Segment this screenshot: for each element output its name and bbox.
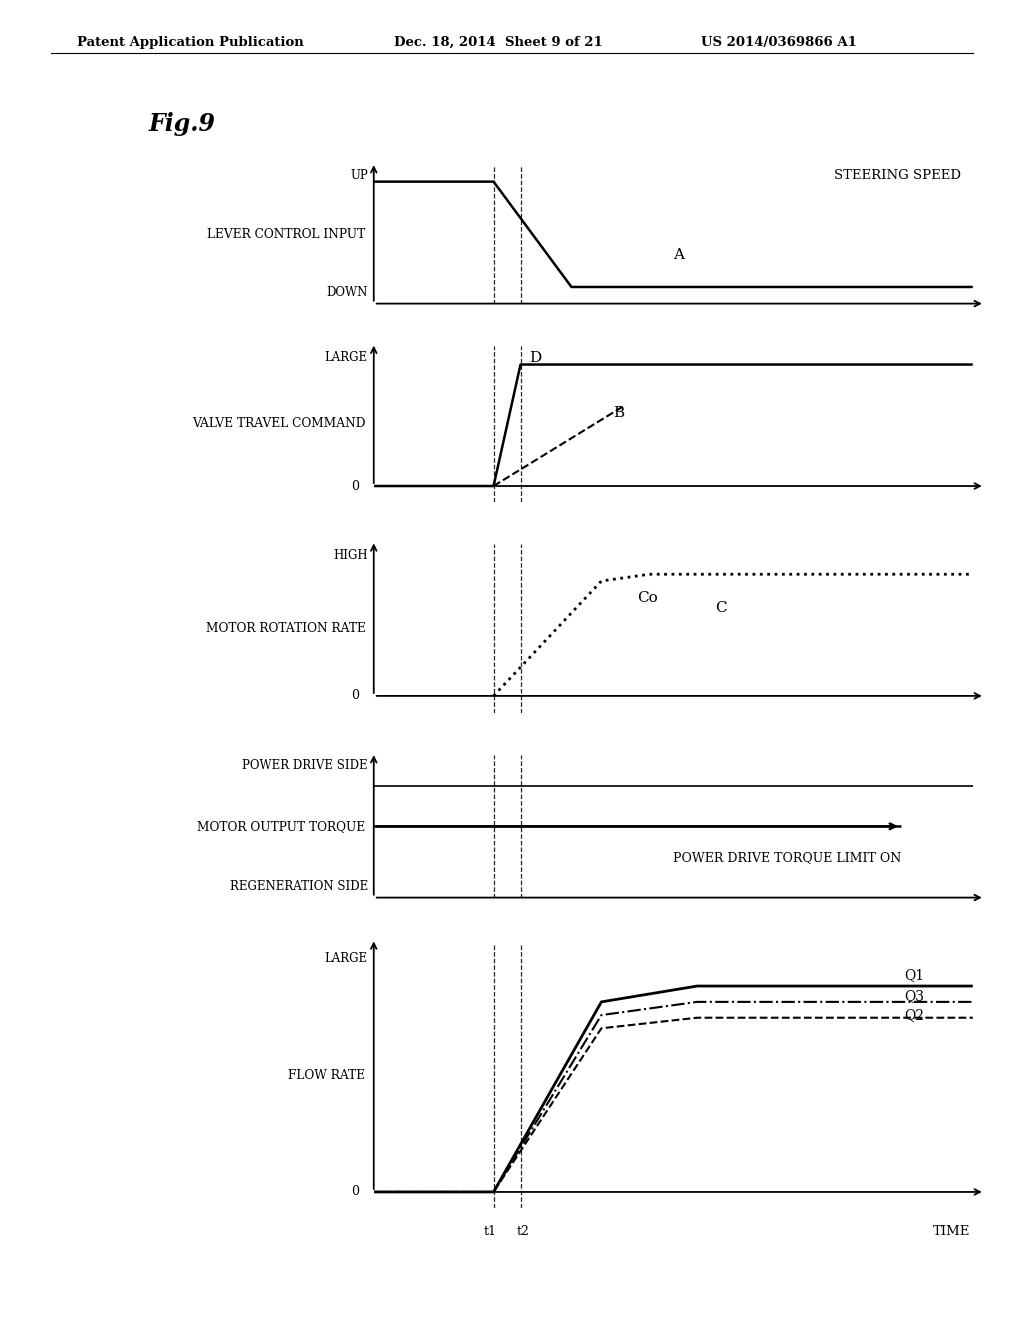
Text: Q2: Q2	[904, 1008, 924, 1022]
Text: D: D	[529, 351, 542, 366]
Text: UP: UP	[350, 169, 368, 182]
Text: TIME: TIME	[933, 1225, 970, 1238]
Text: DOWN: DOWN	[327, 286, 368, 300]
Text: HIGH: HIGH	[333, 549, 368, 562]
Text: A: A	[674, 248, 684, 263]
Text: LEVER CONTROL INPUT: LEVER CONTROL INPUT	[207, 228, 366, 240]
Text: LARGE: LARGE	[325, 351, 368, 363]
Text: C: C	[715, 601, 727, 615]
Text: Fig.9: Fig.9	[148, 112, 215, 136]
Text: Patent Application Publication: Patent Application Publication	[77, 36, 303, 49]
Text: Q1: Q1	[904, 969, 924, 982]
Text: Co: Co	[637, 591, 658, 605]
Text: STEERING SPEED: STEERING SPEED	[834, 169, 961, 182]
Text: Dec. 18, 2014  Sheet 9 of 21: Dec. 18, 2014 Sheet 9 of 21	[394, 36, 603, 49]
Text: MOTOR ROTATION RATE: MOTOR ROTATION RATE	[206, 622, 366, 635]
Text: 0: 0	[351, 689, 358, 702]
Text: 0: 0	[351, 1185, 358, 1199]
Text: US 2014/0369866 A1: US 2014/0369866 A1	[701, 36, 857, 49]
Text: POWER DRIVE TORQUE LIMIT ON: POWER DRIVE TORQUE LIMIT ON	[674, 851, 901, 865]
Text: 0: 0	[351, 479, 358, 492]
Text: VALVE TRAVEL COMMAND: VALVE TRAVEL COMMAND	[193, 417, 366, 430]
Text: MOTOR OUTPUT TORQUE: MOTOR OUTPUT TORQUE	[198, 820, 366, 833]
Text: FLOW RATE: FLOW RATE	[289, 1069, 366, 1082]
Text: t2: t2	[517, 1225, 530, 1238]
Text: LARGE: LARGE	[325, 952, 368, 965]
Text: POWER DRIVE SIDE: POWER DRIVE SIDE	[242, 759, 368, 772]
Text: B: B	[613, 405, 625, 420]
Text: Q3: Q3	[904, 990, 924, 1003]
Text: t1: t1	[484, 1225, 497, 1238]
Text: REGENERATION SIDE: REGENERATION SIDE	[229, 880, 368, 894]
